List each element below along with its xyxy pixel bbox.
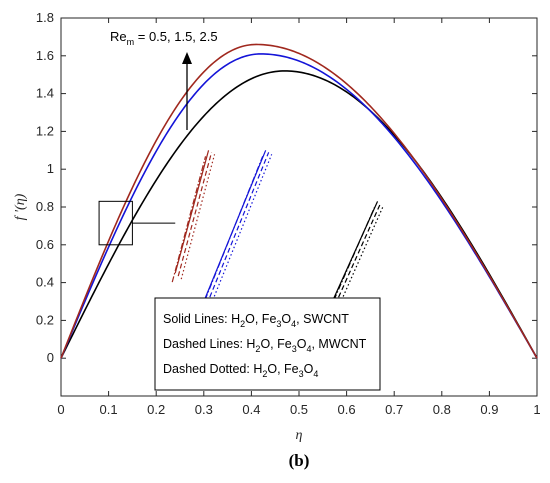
y-tick-label: 1.2 <box>36 123 54 138</box>
plot-area: 0 0.1 0.2 0.3 0.4 0.5 0.6 0.7 0.8 0.9 1 0 0.2 0.4 0.6 0… <box>36 10 541 417</box>
y-tick-label: 1.8 <box>36 10 54 25</box>
y-tick-label: 0.6 <box>36 237 54 252</box>
y-tick-label: 1 <box>47 161 54 176</box>
y-tick-label: 0 <box>47 350 54 365</box>
inset-line-1-4 <box>171 156 207 283</box>
x-tick-label: 0.6 <box>338 402 356 417</box>
x-tick-label: 0.7 <box>385 402 403 417</box>
x-tick-label: 1 <box>533 402 540 417</box>
figure-caption: (b) <box>289 451 310 470</box>
y-tick-label: 1.6 <box>36 48 54 63</box>
x-tick-label: 0 <box>57 402 64 417</box>
x-tick-label: 0.1 <box>100 402 118 417</box>
x-tick-label: 0.9 <box>480 402 498 417</box>
x-tick-label: 0.5 <box>290 402 308 417</box>
y-tick-label: 0.4 <box>36 275 54 290</box>
series-line-1 <box>60 70 538 359</box>
legend-box <box>154 297 381 391</box>
x-tick-label: 0.8 <box>433 402 451 417</box>
y-axis-label: f '(η) <box>13 193 28 220</box>
inset-line-2-2 <box>206 152 270 305</box>
legend-entry-2: Dashed Lines: H2O, Fe3O4, MWCNT <box>163 337 367 354</box>
y-tick-label: 1.4 <box>36 86 54 101</box>
legend-entry-3: Dashed Dotted: H2O, Fe3O4 <box>163 362 318 379</box>
y-tick-label: 0.8 <box>36 199 54 214</box>
inset-line-1-2 <box>177 152 213 277</box>
inset-line-3-3 <box>337 205 385 308</box>
x-tick-label: 0.4 <box>242 402 260 417</box>
annotation-label: Rem = 0.5, 1.5, 2.5 <box>110 29 218 47</box>
inset-line-3-2 <box>334 203 382 305</box>
inset-line-1-1 <box>174 150 210 274</box>
series-line-3 <box>60 43 538 359</box>
y-tick-label: 0.2 <box>36 312 54 327</box>
x-tick-label: 0.3 <box>195 402 213 417</box>
legend-entry-1: Solid Lines: H2O, Fe3O4, SWCNT <box>163 312 349 329</box>
inset-line-3-4 <box>328 207 376 311</box>
inset-line-1-3 <box>180 154 216 280</box>
x-tick-label: 0.2 <box>147 402 165 417</box>
series-line-2 <box>60 53 538 359</box>
inset-line-2-4 <box>200 156 264 311</box>
x-axis-label: η <box>296 428 303 443</box>
annotation-arrow-head <box>182 52 192 64</box>
